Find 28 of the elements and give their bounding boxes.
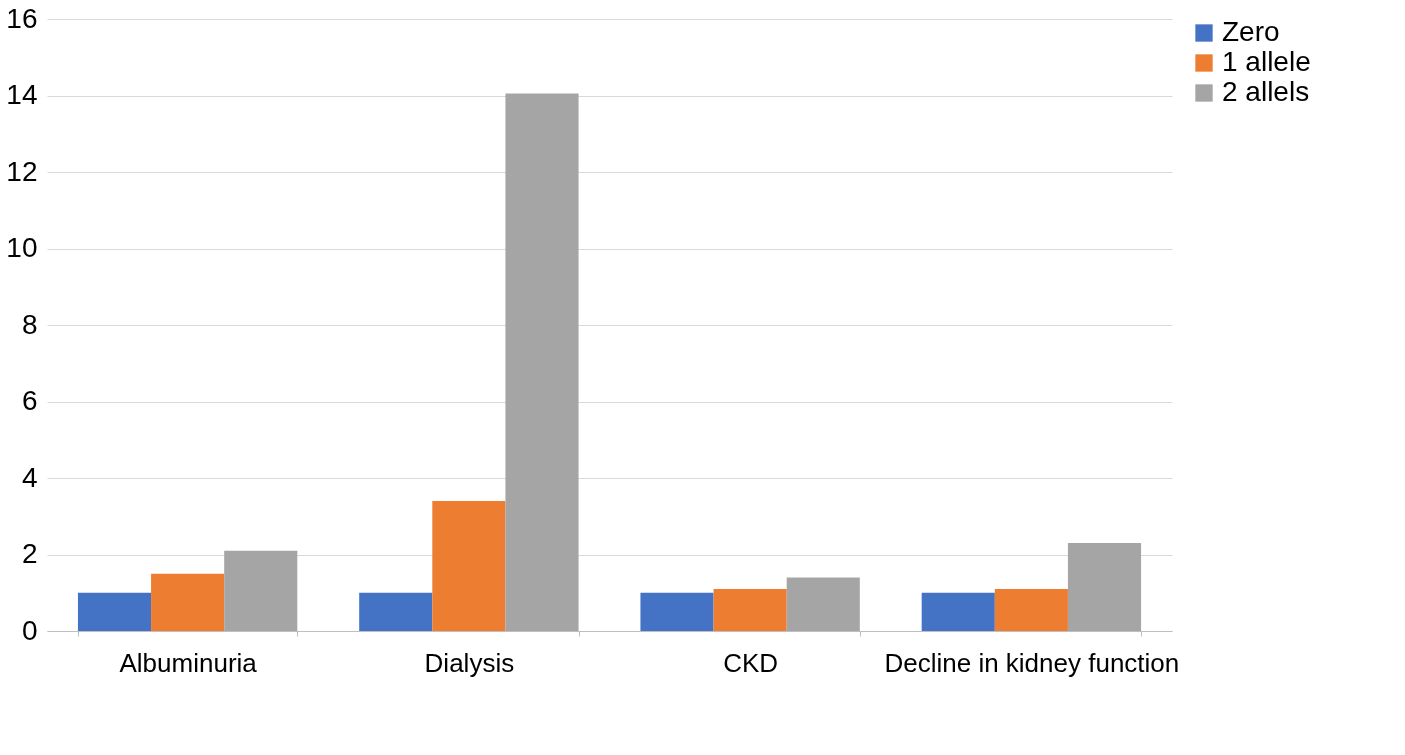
bar <box>77 592 152 631</box>
bar <box>224 550 298 631</box>
x-tick-label: CKD <box>723 647 779 678</box>
y-tick-label: 10 <box>6 232 38 263</box>
bar <box>1067 543 1142 631</box>
y-tick-label: 8 <box>21 308 38 340</box>
y-tick-label: 4 <box>21 461 38 493</box>
bar <box>713 588 787 631</box>
bar <box>921 592 995 631</box>
y-tick-label: 12 <box>6 155 38 187</box>
x-tick-label: Albuminuria <box>119 647 258 678</box>
bar <box>359 592 433 631</box>
bar <box>505 93 579 631</box>
y-tick-label: 2 <box>21 538 38 569</box>
legend-label: 2 allels <box>1222 76 1310 107</box>
legend-label: 1 allele <box>1222 46 1311 77</box>
y-tick-label: 6 <box>21 385 38 416</box>
bar <box>786 577 860 631</box>
bar <box>640 592 714 631</box>
bar <box>432 500 506 631</box>
legend-label: Zero <box>1222 16 1280 47</box>
bar <box>151 573 225 631</box>
bar <box>994 588 1068 631</box>
x-tick-label: Dialysis <box>424 647 515 678</box>
y-tick-label: 16 <box>6 2 38 34</box>
x-tick-label: Decline in kidney function <box>884 647 1180 678</box>
y-tick-label: 0 <box>21 614 38 646</box>
y-tick-label: 14 <box>6 79 38 110</box>
